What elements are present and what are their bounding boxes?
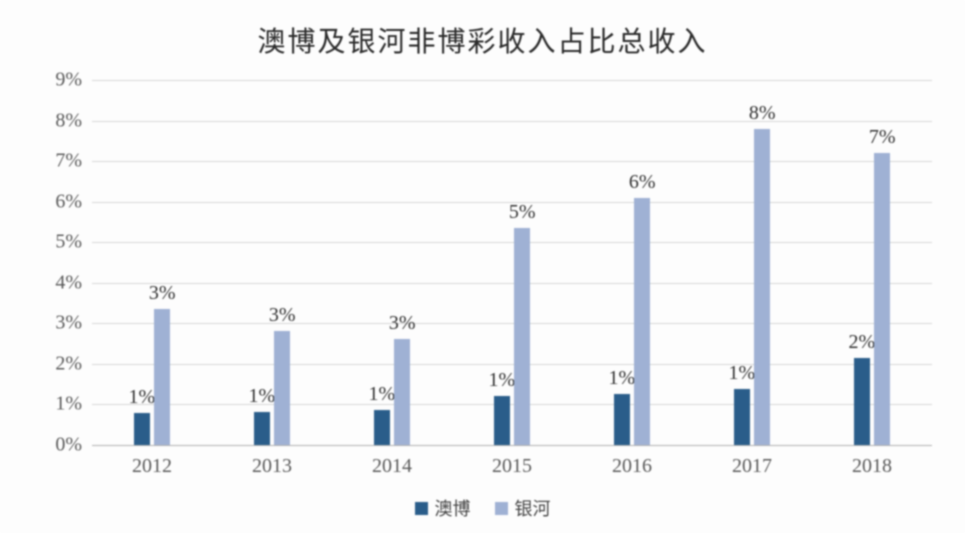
bar bbox=[374, 410, 390, 445]
bar-value-label: 5% bbox=[509, 201, 536, 224]
bar-value-label: 1% bbox=[248, 385, 275, 408]
bar-value-label: 1% bbox=[728, 362, 755, 385]
bar-value-label: 6% bbox=[629, 171, 656, 194]
gridline bbox=[92, 404, 932, 405]
legend: 澳博 银河 bbox=[415, 495, 551, 521]
y-tick-label: 0% bbox=[55, 434, 82, 457]
x-tick-label: 2016 bbox=[612, 455, 652, 478]
bar bbox=[494, 396, 510, 445]
bar bbox=[254, 412, 270, 445]
bar-value-label: 2% bbox=[848, 331, 875, 354]
bar bbox=[274, 331, 290, 445]
bar bbox=[734, 389, 750, 445]
legend-label: 澳博 bbox=[435, 495, 471, 521]
x-tick-label: 2012 bbox=[132, 455, 172, 478]
bar bbox=[614, 394, 630, 445]
bar-value-label: 1% bbox=[368, 383, 395, 406]
plot-area: 0%1%2%3%4%5%6%7%8%9%20121%3%20131%3%2014… bbox=[92, 80, 932, 445]
gridline bbox=[92, 364, 932, 365]
bar bbox=[394, 339, 410, 445]
revenue-share-chart: 澳博及银河非博彩收入占比总收入 0% 1% 2% 3% 4% 5% 6% 7% 8% 9% 2012… bbox=[0, 0, 965, 533]
legend-label: 银河 bbox=[515, 495, 551, 521]
gridline bbox=[92, 121, 932, 122]
y-tick-label: 3% bbox=[55, 312, 82, 335]
gridline bbox=[92, 80, 932, 81]
chart-title: 澳博及银河非博彩收入占比总收入 bbox=[0, 20, 965, 60]
bar-value-label: 7% bbox=[869, 126, 896, 149]
gridline bbox=[92, 323, 932, 324]
bar bbox=[154, 309, 170, 445]
legend-item: 澳博 bbox=[415, 495, 471, 521]
bar bbox=[754, 129, 770, 445]
bar bbox=[634, 198, 650, 445]
y-tick-label: 5% bbox=[55, 231, 82, 254]
x-tick-label: 2018 bbox=[852, 455, 892, 478]
bar bbox=[874, 153, 890, 445]
y-tick-label: 7% bbox=[55, 150, 82, 173]
legend-swatch bbox=[415, 502, 428, 515]
bar-value-label: 1% bbox=[488, 369, 515, 392]
bar bbox=[854, 358, 870, 445]
bar bbox=[134, 413, 150, 445]
gridline bbox=[92, 283, 932, 284]
gridline bbox=[92, 242, 932, 243]
y-tick-label: 8% bbox=[55, 109, 82, 132]
legend-item: 银河 bbox=[495, 495, 551, 521]
bar bbox=[514, 228, 530, 445]
x-tick-label: 2014 bbox=[372, 455, 412, 478]
x-axis bbox=[92, 445, 932, 446]
gridline bbox=[92, 161, 932, 162]
x-tick-label: 2015 bbox=[492, 455, 532, 478]
bar-value-label: 1% bbox=[128, 386, 155, 409]
y-tick-label: 9% bbox=[55, 69, 82, 92]
x-tick-label: 2013 bbox=[252, 455, 292, 478]
bar-value-label: 1% bbox=[608, 367, 635, 390]
bar-value-label: 3% bbox=[149, 282, 176, 305]
legend-swatch bbox=[495, 502, 508, 515]
y-tick-label: 2% bbox=[55, 352, 82, 375]
bar-value-label: 3% bbox=[389, 312, 416, 335]
x-tick-label: 2017 bbox=[732, 455, 772, 478]
y-tick-label: 6% bbox=[55, 190, 82, 213]
y-tick-label: 1% bbox=[55, 393, 82, 416]
bar-value-label: 8% bbox=[749, 102, 776, 125]
y-tick-label: 4% bbox=[55, 271, 82, 294]
bar-value-label: 3% bbox=[269, 304, 296, 327]
